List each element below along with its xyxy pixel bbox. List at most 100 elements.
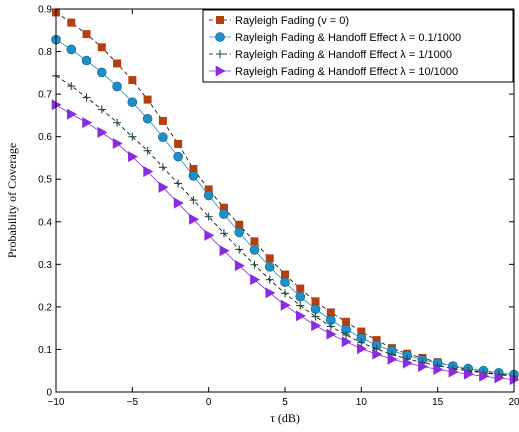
series-4-point bbox=[372, 348, 383, 360]
series-2-point bbox=[234, 227, 244, 238]
series-4-point bbox=[204, 229, 215, 241]
series-3-point bbox=[174, 179, 183, 188]
series-2-point bbox=[142, 113, 153, 124]
series-3-point bbox=[235, 245, 244, 254]
series-4-point bbox=[311, 320, 322, 332]
series-3-point bbox=[143, 146, 152, 155]
series-3-point bbox=[67, 82, 76, 91]
series-3-point bbox=[326, 322, 335, 331]
legend-label-3: Rayleigh Fading & Handoff Effect λ = 1/1… bbox=[235, 49, 452, 61]
legend-marker-3 bbox=[216, 50, 224, 58]
series-4-line bbox=[55, 104, 515, 381]
x-tick-label: −10 bbox=[48, 397, 65, 408]
y-tick-label: 0.6 bbox=[38, 132, 52, 143]
legend-marker-1 bbox=[216, 16, 224, 24]
series-1-point bbox=[326, 308, 335, 317]
series-4-point bbox=[341, 336, 352, 348]
series-4-point bbox=[143, 166, 154, 178]
series-3-line bbox=[55, 75, 515, 377]
series-4-point bbox=[387, 353, 398, 365]
series-3-point bbox=[82, 93, 91, 102]
series-2-point bbox=[249, 245, 260, 255]
series-4-point bbox=[82, 117, 93, 129]
series-4-point bbox=[250, 274, 261, 286]
series-1-point bbox=[250, 237, 259, 246]
series-4-point bbox=[189, 213, 200, 225]
series-2-point bbox=[188, 171, 199, 181]
series-1-point bbox=[143, 95, 152, 104]
series-4-point bbox=[128, 151, 138, 163]
series-4-point bbox=[295, 310, 306, 322]
series-4-point bbox=[173, 197, 184, 209]
series-4-point bbox=[463, 368, 474, 380]
series-1-point bbox=[174, 139, 183, 148]
series-2-point bbox=[66, 44, 77, 55]
y-tick-label: 0.2 bbox=[38, 302, 52, 313]
x-tick-label: 0 bbox=[206, 397, 212, 408]
series-3-point bbox=[113, 118, 122, 127]
series-4-point bbox=[219, 245, 230, 257]
y-tick-label: 0.7 bbox=[38, 90, 52, 101]
series-3-point bbox=[281, 289, 289, 298]
series-3-point bbox=[97, 105, 106, 114]
series-4-point bbox=[112, 137, 123, 149]
series-2-point bbox=[97, 67, 107, 78]
series-3-point bbox=[342, 330, 351, 339]
x-tick-label: 20 bbox=[508, 397, 519, 408]
ticks-layer: −10 −5 0 5 10 15 20 0 0.1 0.2 0.3 0.4 0.5 0.6 0.7 0.8 0.… bbox=[38, 5, 519, 409]
series-4-point bbox=[326, 328, 337, 340]
series-1-point bbox=[67, 18, 76, 27]
series-1-point bbox=[97, 43, 106, 52]
series-3-point bbox=[128, 132, 137, 141]
series-4-point bbox=[357, 343, 367, 355]
series-2-point bbox=[81, 55, 92, 66]
series-4-point bbox=[433, 363, 444, 375]
y-axis-label: Probability of Coverage bbox=[5, 143, 19, 258]
legend-label-4: Rayleigh Fading & Handoff Effect λ = 10/… bbox=[235, 66, 458, 78]
series-3-point bbox=[219, 229, 228, 238]
series-3 bbox=[52, 71, 518, 381]
series-4-point bbox=[418, 360, 429, 372]
series-2-point bbox=[295, 291, 306, 302]
y-tick-label: 0.9 bbox=[38, 5, 52, 16]
y-tick-label: 0.4 bbox=[38, 217, 52, 228]
legend-box bbox=[202, 9, 514, 83]
series-3-point bbox=[357, 338, 366, 347]
series-4 bbox=[51, 99, 519, 386]
series-1-point bbox=[235, 220, 244, 229]
y-tick-label: 0.8 bbox=[38, 47, 52, 58]
x-tick-label: −5 bbox=[127, 397, 139, 408]
series-4-point bbox=[66, 108, 77, 120]
series-4-point bbox=[280, 299, 291, 311]
y-tick-label: 0.3 bbox=[38, 260, 52, 271]
series-2-point bbox=[264, 262, 275, 272]
series-2 bbox=[51, 34, 519, 380]
legend: Rayleigh Fading (v = 0) Rayleigh Fading &… bbox=[202, 9, 514, 83]
x-tick-label: 5 bbox=[282, 397, 288, 408]
series-4-point bbox=[448, 366, 459, 378]
x-tick-label: 15 bbox=[432, 397, 444, 408]
series-4-point bbox=[158, 181, 169, 193]
series-2-point bbox=[219, 209, 229, 219]
series-4-point bbox=[97, 126, 108, 138]
series-3-point bbox=[158, 163, 167, 172]
series-2-point bbox=[310, 304, 321, 314]
series-2-point bbox=[173, 151, 183, 162]
series-3-point bbox=[311, 312, 320, 321]
series-4-point bbox=[234, 260, 245, 272]
y-tick-label: 0.1 bbox=[38, 345, 52, 356]
series-3-point bbox=[250, 260, 259, 269]
series-1-point bbox=[296, 284, 305, 293]
series-4-point bbox=[265, 287, 276, 299]
series-2-point bbox=[280, 277, 290, 288]
series-1-point bbox=[311, 297, 320, 306]
series-1-point bbox=[342, 317, 351, 326]
y-tick-label: 0.5 bbox=[38, 175, 52, 186]
y-tick-label: 0 bbox=[46, 388, 52, 399]
series-3-point bbox=[265, 275, 274, 284]
series-1-point bbox=[265, 254, 274, 263]
series-2-point bbox=[203, 190, 214, 201]
series-2-line bbox=[55, 39, 515, 375]
legend-marker-2 bbox=[215, 32, 225, 42]
